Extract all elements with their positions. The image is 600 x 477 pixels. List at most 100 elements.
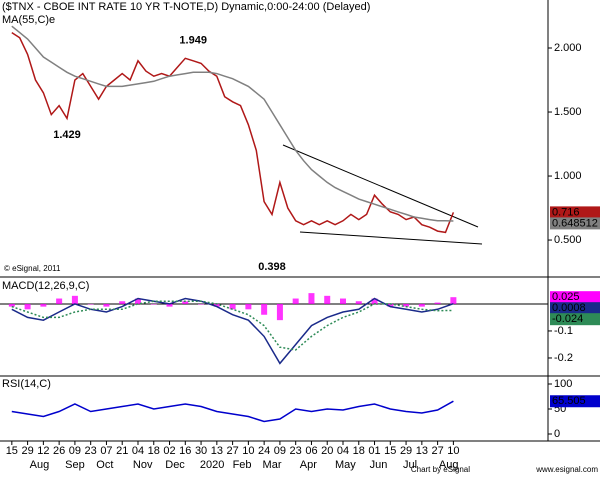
- x-tick-label: 18: [353, 445, 365, 457]
- histogram-bar: [276, 303, 283, 321]
- month-label: Aug: [439, 459, 459, 471]
- last-value-label: 0.025: [552, 291, 580, 303]
- x-tick-label: 10: [447, 445, 459, 457]
- x-tick-label: 29: [400, 445, 412, 457]
- histogram-bar: [450, 297, 457, 304]
- y-tick-label: 1.000: [554, 170, 582, 182]
- histogram-bar: [198, 303, 205, 305]
- x-tick-label: 30: [195, 445, 207, 457]
- chart-title: ($TNX - CBOE INT RATE 10 YR T-NOTE,D) Dy…: [2, 1, 370, 13]
- series-line: [11, 297, 454, 365]
- histogram-bar: [261, 303, 268, 315]
- x-tick-label: 01: [368, 445, 380, 457]
- last-value-label: 0.648512: [552, 217, 598, 229]
- month-label: Feb: [233, 459, 252, 471]
- x-tick-label: 13: [211, 445, 223, 457]
- month-label: May: [335, 459, 356, 471]
- month-label: Mar: [263, 459, 282, 471]
- month-label: 2020: [200, 459, 224, 471]
- month-label: Jun: [370, 459, 388, 471]
- x-tick-label: 02: [163, 445, 175, 457]
- x-tick-label: 13: [416, 445, 428, 457]
- histogram-bar: [308, 293, 315, 304]
- last-value-box: [550, 206, 600, 219]
- last-value-box: [550, 313, 600, 326]
- x-tick-label: 21: [116, 445, 128, 457]
- histogram-bar: [339, 298, 346, 304]
- y-tick-label: 100: [554, 378, 572, 390]
- histogram-bar: [87, 303, 94, 305]
- x-tick-label: 29: [21, 445, 33, 457]
- histogram-bar: [229, 303, 236, 310]
- x-tick-label: 20: [321, 445, 333, 457]
- last-value-label: 0.0008: [552, 302, 586, 314]
- histogram-bar: [418, 303, 425, 307]
- month-label: Apr: [300, 459, 317, 471]
- annotation: 1.429: [53, 129, 81, 141]
- copyright: © eSignal, 2011: [4, 264, 61, 273]
- x-tick-label: 24: [258, 445, 270, 457]
- last-value-label: 0.716: [552, 206, 580, 218]
- trend-line: [282, 144, 479, 228]
- month-label: Dec: [165, 459, 185, 471]
- x-tick-label: 23: [290, 445, 302, 457]
- series-line: [11, 31, 455, 234]
- histogram-bar: [355, 301, 362, 304]
- month-label: Oct: [96, 459, 113, 471]
- y-tick-label: 0.500: [554, 234, 582, 246]
- histogram-bar: [324, 295, 331, 304]
- x-tick-label: 23: [85, 445, 97, 457]
- x-tick-label: 27: [226, 445, 238, 457]
- histogram-bar: [71, 295, 78, 304]
- histogram-bar: [182, 301, 189, 304]
- x-tick-label: 04: [132, 445, 144, 457]
- histogram-bar: [119, 301, 126, 304]
- y-tick-label: 2.000: [554, 42, 582, 54]
- footer-left: Chart by eSignal: [411, 465, 470, 474]
- x-tick-label: 09: [274, 445, 286, 457]
- histogram-bar: [8, 303, 15, 307]
- x-tick-label: 18: [148, 445, 160, 457]
- x-tick-label: 12: [37, 445, 49, 457]
- histogram-bar: [166, 303, 173, 307]
- x-tick-label: 06: [305, 445, 317, 457]
- y-tick-label: 0: [554, 428, 560, 440]
- y-tick-label: -0.2: [554, 352, 573, 364]
- last-value-box: [550, 302, 600, 315]
- month-label: Aug: [30, 459, 50, 471]
- last-value-box: [550, 395, 600, 408]
- series-line: [11, 400, 454, 423]
- y-tick-label: 1.500: [554, 106, 582, 118]
- month-label: Jul: [403, 459, 417, 471]
- last-value-label: -0.024: [552, 313, 583, 325]
- y-tick-label: -0.1: [554, 325, 573, 337]
- annotation: 1.949: [179, 34, 207, 46]
- histogram-bar: [403, 303, 410, 307]
- x-tick-label: 10: [242, 445, 254, 457]
- histogram-bar: [40, 303, 47, 307]
- legend-entry: MA(55,C)e: [2, 14, 55, 26]
- panel-title: MACD(12,26,9,C): [2, 280, 89, 292]
- x-tick-label: 04: [337, 445, 349, 457]
- last-value-label: 65.505: [552, 395, 586, 407]
- footer-right: www.esignal.com: [535, 465, 598, 474]
- x-tick-label: 26: [53, 445, 65, 457]
- histogram-bar: [24, 303, 31, 310]
- histogram-bar: [56, 298, 63, 304]
- histogram-bar: [387, 303, 394, 307]
- histogram-bar: [371, 298, 378, 304]
- histogram-bar: [213, 303, 220, 307]
- x-tick-label: 15: [384, 445, 396, 457]
- month-label: Sep: [65, 459, 85, 471]
- histogram-bar: [103, 303, 110, 307]
- last-value-box: [550, 291, 600, 304]
- series-line: [11, 25, 454, 222]
- x-tick-label: 07: [100, 445, 112, 457]
- histogram-bar: [150, 303, 157, 305]
- x-tick-label: 27: [431, 445, 443, 457]
- histogram-bar: [245, 303, 252, 310]
- x-tick-label: 09: [69, 445, 81, 457]
